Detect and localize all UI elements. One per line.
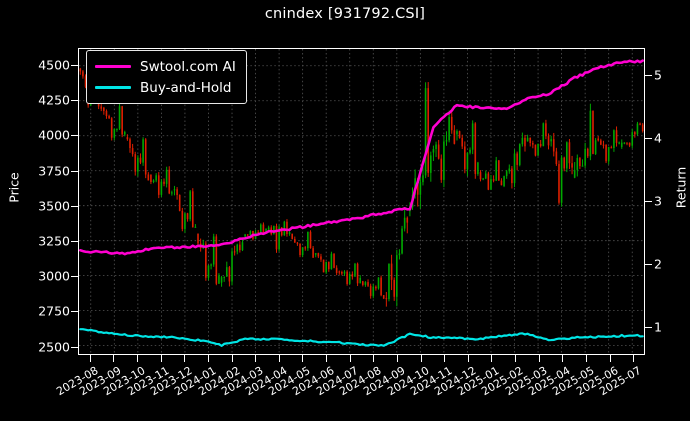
y-axis-tick [71,170,78,172]
right-axis-tick-label: 2 [654,256,662,272]
x-axis-tick [467,355,469,362]
legend-label: Buy-and-Hold [140,79,232,96]
right-axis-tick-label: 4 [654,130,662,146]
x-axis-tick [278,355,280,362]
y-axis-tick-label: 4250 [38,92,70,108]
right-axis-tick-label: 3 [654,193,662,209]
x-axis-tick [585,355,587,362]
chart-title: cnindex [931792.CSI] [264,6,426,22]
y-axis-tick-label: 3750 [38,163,70,179]
x-axis-tick [396,355,398,362]
legend-item[interactable]: Swtool.com AI [95,56,236,77]
x-axis-tick [420,355,422,362]
y-axis-tick-label: 3000 [38,268,70,284]
x-axis-tick [609,355,611,362]
strategy-return-line [79,59,644,256]
y-axis-tick [71,135,78,137]
legend-swatch-strategy [95,64,131,69]
y-axis-tick [71,64,78,66]
x-axis-tick [184,355,186,362]
right-axis-tick [645,74,652,76]
x-axis-tick [160,355,162,362]
plot-canvas [79,49,644,354]
x-axis-tick [538,355,540,362]
x-axis-tick [491,355,493,362]
y-axis-tick-label: 3250 [38,233,70,249]
right-axis-label: Return [673,166,689,209]
gridlines [79,49,644,354]
y-axis-tick-label: 3500 [38,198,70,214]
x-axis-tick [137,355,139,362]
y-axis-tick [71,276,78,278]
y-axis-tick-label: 2750 [38,303,70,319]
x-axis-tick [326,355,328,362]
chart-legend: Swtool.com AI Buy-and-Hold [86,50,247,104]
right-axis-tick [645,137,652,139]
x-axis-tick [373,355,375,362]
y-axis-tick [71,240,78,242]
x-axis-tick [515,355,517,362]
right-axis-tick [645,264,652,266]
legend-item[interactable]: Buy-and-Hold [95,77,236,98]
y-axis-tick [71,205,78,207]
x-axis-tick [349,355,351,362]
y-axis-tick-label: 4500 [38,57,70,73]
benchmark-return-line [79,328,644,347]
right-axis-tick-label: 1 [654,319,662,335]
legend-swatch-benchmark [95,85,131,90]
y-axis-tick-label: 4000 [38,127,70,143]
x-axis-tick [633,355,635,362]
y-axis-tick [71,346,78,348]
right-axis-tick-label: 5 [654,67,662,83]
x-axis-tick [302,355,304,362]
y-axis-tick-label: 2500 [38,339,70,355]
x-axis-tick [562,355,564,362]
x-axis-tick [89,355,91,362]
y-axis-tick [71,311,78,313]
y-axis-tick [71,100,78,102]
right-axis-tick [645,200,652,202]
x-axis-tick [113,355,115,362]
candlestick-series [79,67,644,307]
x-axis-tick [255,355,257,362]
x-axis-tick [207,355,209,362]
x-axis-tick [444,355,446,362]
x-axis-tick [231,355,233,362]
legend-label: Swtool.com AI [140,58,236,75]
right-axis-tick [645,327,652,329]
